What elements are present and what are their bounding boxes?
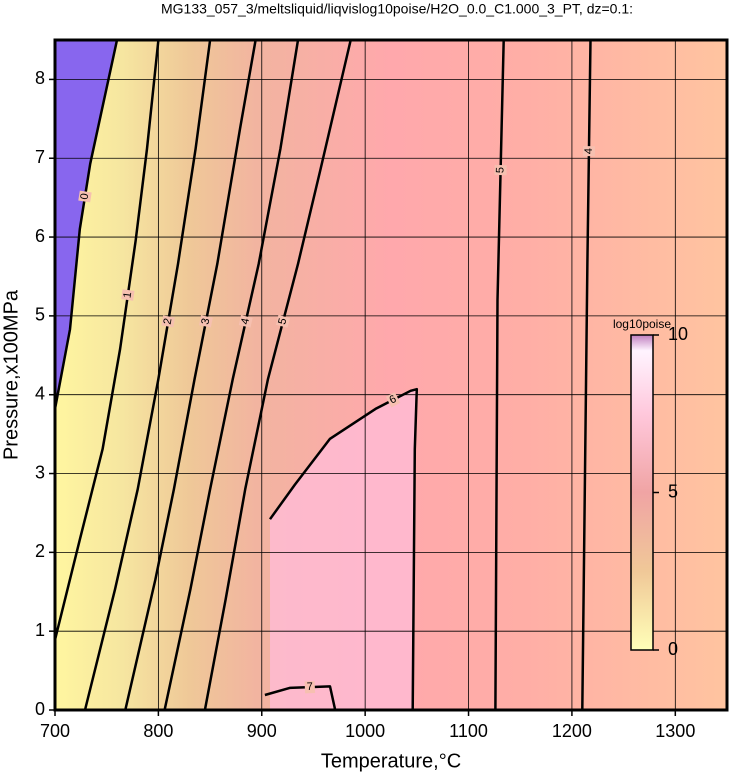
contour-line	[163, 39, 300, 711]
contour-label-bg	[275, 315, 291, 328]
y-tick-label: 2	[35, 541, 45, 561]
contour-label: 1	[121, 291, 134, 299]
x-tick-label: 700	[40, 721, 70, 741]
contour-label-bg	[238, 315, 253, 328]
colorbar	[630, 334, 654, 651]
colorbar-tick-label: 10	[668, 324, 688, 344]
x-tick-label: 900	[247, 721, 277, 741]
colorbar-tick-label: 0	[668, 639, 678, 659]
y-tick-label: 3	[35, 462, 45, 482]
contour-label: 7	[307, 681, 314, 693]
x-axis-label: Temperature,°C	[321, 750, 461, 772]
y-tick-label: 6	[35, 226, 45, 246]
contour-label-bg	[78, 190, 92, 203]
plot-frame	[53, 38, 729, 712]
y-tick-label: 7	[35, 147, 45, 167]
contour-line	[83, 39, 212, 711]
contour-line	[53, 39, 119, 410]
x-tick-label: 1000	[345, 721, 385, 741]
contour-label: 6	[388, 393, 399, 406]
y-tick-label: 1	[35, 620, 45, 640]
x-tick-label: 800	[143, 721, 173, 741]
contour-line	[494, 39, 505, 711]
contour-label-bg	[582, 146, 596, 157]
contour-label-bg	[161, 315, 175, 328]
contour-line	[124, 39, 257, 711]
colorbar-label: log10poise	[613, 317, 671, 331]
contour-label: 5	[494, 167, 506, 173]
x-tick-label: 1300	[655, 721, 695, 741]
y-tick-label: 4	[35, 383, 45, 403]
contour-label: 2	[162, 317, 175, 325]
contour-line	[203, 39, 352, 711]
contour-line	[53, 39, 160, 641]
contour-label-bg	[385, 392, 401, 408]
y-tick-label: 5	[35, 305, 45, 325]
y-tick-label: 0	[35, 699, 45, 719]
contour-line	[581, 39, 592, 711]
contour-label: 3	[199, 317, 212, 325]
chart-title: MG133_057_3/meltsliquid/liqvislog10poise…	[161, 1, 633, 17]
y-axis-label: Pressure,x100MPa	[0, 289, 22, 460]
x-tick-label: 1100	[449, 721, 488, 741]
contour-label: 4	[239, 317, 252, 326]
contour-label: 4	[583, 148, 595, 154]
contour-label-bg	[199, 315, 213, 328]
y-tick-label: 8	[35, 68, 45, 88]
colorbar-tick-label: 5	[668, 481, 678, 501]
contour-label-bg	[121, 289, 135, 301]
contour-label: 0	[78, 192, 91, 200]
contour-label-bg	[494, 164, 507, 176]
contour-label: 5	[276, 317, 289, 326]
x-tick-label: 1200	[552, 721, 592, 741]
contour-label-bg	[304, 680, 316, 694]
